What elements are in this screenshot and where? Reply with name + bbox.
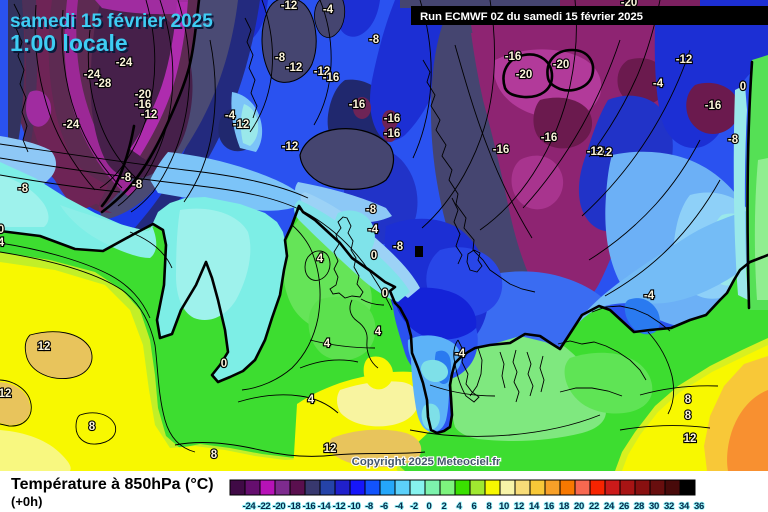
svg-text:-12: -12 — [314, 66, 331, 78]
svg-text:8: 8 — [487, 501, 492, 512]
svg-text:6: 6 — [472, 501, 477, 512]
svg-text:14: 14 — [529, 501, 540, 512]
svg-text:-16: -16 — [323, 72, 340, 84]
svg-text:18: 18 — [559, 501, 569, 512]
svg-text:(+0h): (+0h) — [11, 494, 42, 509]
svg-text:-8: -8 — [275, 52, 286, 64]
svg-text:12: 12 — [514, 501, 524, 512]
svg-text:-14: -14 — [318, 501, 332, 512]
svg-text:Copyright 2025 Meteociel.fr: Copyright 2025 Meteociel.fr — [352, 456, 501, 468]
svg-text:-4: -4 — [644, 290, 655, 302]
svg-text:12: 12 — [684, 433, 697, 445]
svg-text:-4: -4 — [323, 4, 334, 16]
svg-text:36: 36 — [694, 501, 704, 512]
svg-text:-4: -4 — [225, 110, 236, 122]
svg-text:-16: -16 — [384, 113, 401, 125]
svg-text:samedi 15 février 2025: samedi 15 février 2025 — [10, 11, 213, 32]
svg-text:-12: -12 — [281, 0, 298, 12]
svg-text:-6: -6 — [380, 501, 388, 512]
svg-text:-16: -16 — [384, 128, 401, 140]
svg-text:24: 24 — [604, 501, 615, 512]
svg-text:8: 8 — [685, 410, 692, 422]
svg-text:12: 12 — [324, 443, 337, 455]
svg-text:16: 16 — [544, 501, 554, 512]
svg-text:-16: -16 — [493, 144, 510, 156]
svg-text:10: 10 — [499, 501, 509, 512]
svg-text:28: 28 — [634, 501, 644, 512]
svg-text:Run ECMWF 0Z du samedi 15 févr: Run ECMWF 0Z du samedi 15 février 2025 — [420, 11, 644, 23]
svg-text:-20: -20 — [135, 89, 152, 101]
svg-text:8: 8 — [211, 449, 218, 461]
svg-text:-24: -24 — [63, 119, 80, 131]
svg-text:-4: -4 — [395, 501, 404, 512]
svg-text:2: 2 — [442, 501, 447, 512]
svg-text:-12: -12 — [587, 146, 604, 158]
svg-text:-16: -16 — [505, 51, 522, 63]
svg-text:-12: -12 — [333, 501, 346, 512]
svg-text:Température à 850hPa (°C): Température à 850hPa (°C) — [11, 476, 214, 493]
svg-text:4: 4 — [457, 501, 463, 512]
svg-text:-16: -16 — [303, 501, 316, 512]
svg-text:34: 34 — [679, 501, 690, 512]
svg-text:-4: -4 — [653, 78, 664, 90]
svg-text:-16: -16 — [349, 99, 366, 111]
svg-text:20: 20 — [574, 501, 584, 512]
svg-text:-8: -8 — [121, 172, 132, 184]
svg-text:32: 32 — [664, 501, 674, 512]
svg-text:0: 0 — [371, 250, 377, 262]
svg-text:-8: -8 — [366, 204, 377, 216]
svg-text:-4: -4 — [368, 224, 379, 236]
svg-text:22: 22 — [589, 501, 599, 512]
svg-text:-20: -20 — [516, 69, 533, 81]
svg-text:1:00 locale: 1:00 locale — [12, 32, 130, 58]
svg-text:-20: -20 — [621, 0, 638, 9]
svg-text:0: 0 — [221, 358, 227, 370]
svg-text:8: 8 — [89, 421, 96, 433]
svg-text:-8: -8 — [393, 241, 404, 253]
svg-text:-8: -8 — [728, 134, 739, 146]
svg-text:-22: -22 — [258, 501, 271, 512]
svg-text:-28: -28 — [95, 78, 112, 90]
svg-text:-12: -12 — [286, 62, 303, 74]
svg-text:-16: -16 — [541, 132, 558, 144]
svg-text:-10: -10 — [348, 501, 361, 512]
svg-text:-20: -20 — [273, 501, 286, 512]
svg-text:4: 4 — [0, 237, 5, 249]
svg-text:1:00 locale: 1:00 locale — [10, 30, 128, 56]
svg-text:26: 26 — [619, 501, 629, 512]
svg-text:-8: -8 — [132, 179, 143, 191]
svg-text:-18: -18 — [288, 501, 301, 512]
svg-text:-8: -8 — [369, 34, 380, 46]
svg-text:4: 4 — [308, 394, 315, 406]
svg-text:-4: -4 — [455, 348, 466, 360]
svg-text:4: 4 — [324, 338, 331, 350]
svg-text:-12: -12 — [676, 54, 693, 66]
svg-text:4: 4 — [317, 253, 324, 265]
svg-text:30: 30 — [649, 501, 659, 512]
svg-text:-12: -12 — [596, 147, 613, 159]
svg-text:-12: -12 — [141, 109, 158, 121]
svg-text:-12: -12 — [282, 141, 299, 153]
svg-text:-12: -12 — [233, 119, 250, 131]
svg-text:-2: -2 — [410, 501, 418, 512]
svg-text:-24: -24 — [116, 57, 133, 69]
svg-text:samedi 15 février 2025: samedi 15 février 2025 — [12, 13, 215, 34]
svg-text:12: 12 — [0, 388, 11, 400]
svg-text:0: 0 — [740, 81, 746, 93]
svg-text:-8: -8 — [365, 501, 373, 512]
svg-text:-24: -24 — [243, 501, 257, 512]
svg-text:-16: -16 — [135, 99, 152, 111]
svg-text:0: 0 — [427, 501, 432, 512]
svg-text:8: 8 — [685, 394, 692, 406]
svg-text:-8: -8 — [18, 183, 29, 195]
svg-text:0: 0 — [0, 224, 4, 236]
svg-text:-24: -24 — [84, 69, 101, 81]
svg-text:4: 4 — [375, 326, 382, 338]
svg-text:0: 0 — [382, 288, 388, 300]
svg-text:12: 12 — [38, 341, 51, 353]
svg-text:-20: -20 — [553, 59, 570, 71]
svg-text:-16: -16 — [705, 100, 722, 112]
